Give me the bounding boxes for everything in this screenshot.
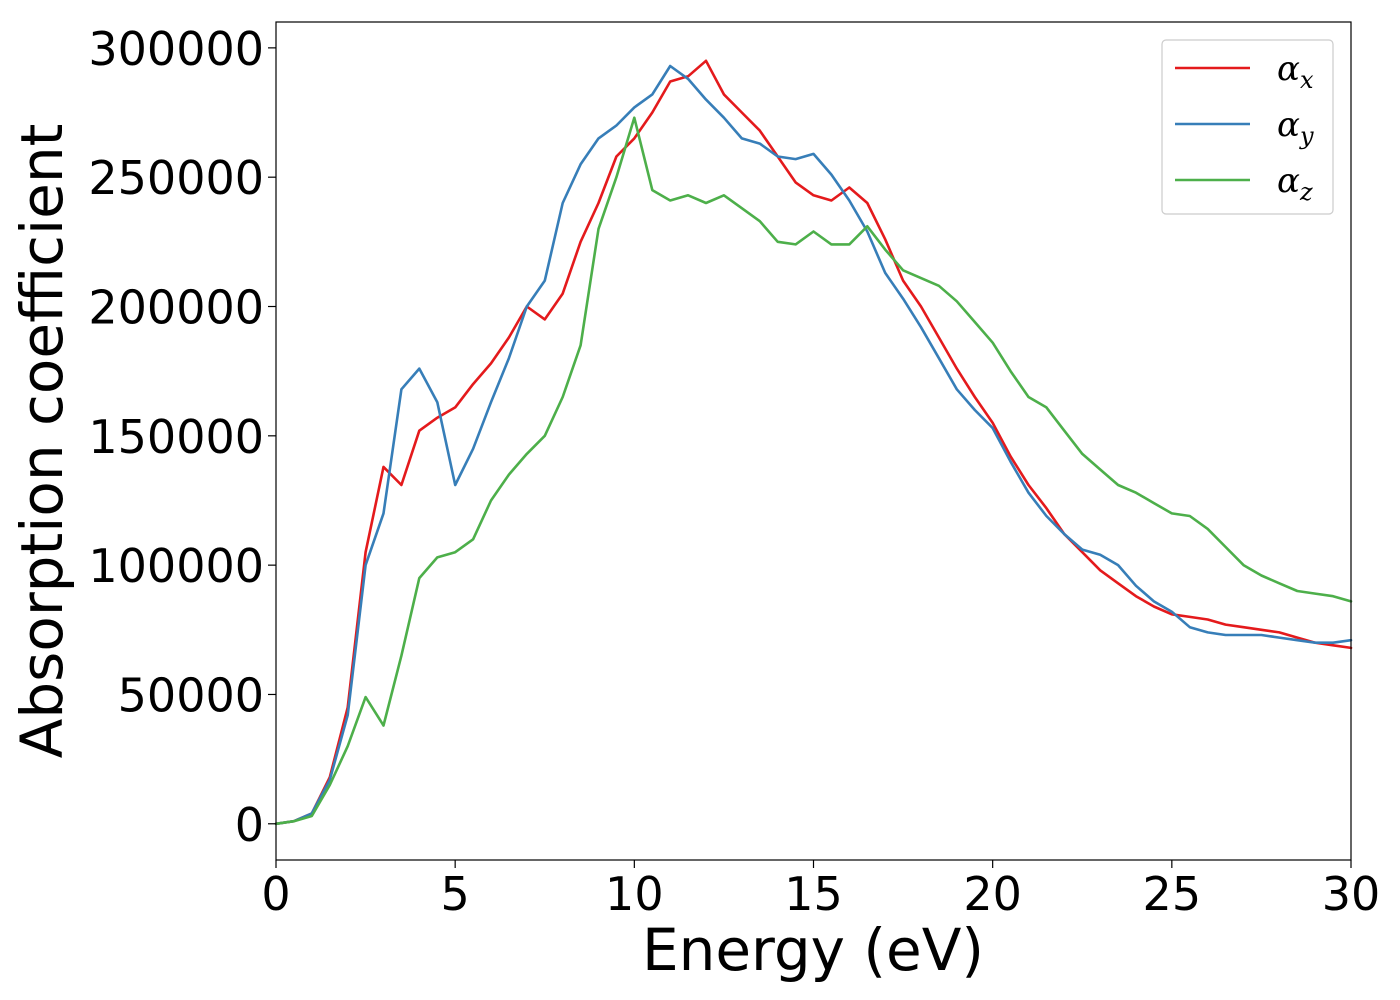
x-axis-title: Energy (eV) [642, 916, 984, 984]
series-line-z [274, 116, 1353, 826]
legend-symbol: α [1277, 49, 1300, 89]
legend-subscript: z [1299, 178, 1313, 206]
x-tick-label: 15 [784, 867, 843, 921]
y-tick-label: 200000 [88, 281, 264, 335]
y-tick-label: 300000 [88, 22, 264, 76]
x-tick-label: 20 [963, 867, 1022, 921]
legend-symbol: α [1277, 105, 1300, 145]
legend-symbol: α [1277, 161, 1300, 201]
legend-label-z: αz [1277, 161, 1313, 206]
legend-label-y: αy [1277, 105, 1314, 150]
legend-frame [1161, 39, 1334, 215]
y-axis-title: Absorption coefficient [8, 124, 76, 759]
x-axis: 0 5 10 15 20 25 30 [261, 860, 1380, 921]
y-axis: 0 50000 100000 150000 200000 250000 300000 [88, 22, 276, 852]
legend-label-x: αx [1277, 49, 1314, 94]
series-line-x [274, 59, 1353, 826]
y-tick-label: 50000 [118, 668, 264, 722]
x-tick-label: 0 [261, 867, 290, 921]
x-tick-label: 5 [441, 867, 470, 921]
x-tick-label: 10 [605, 867, 664, 921]
series-layer [274, 59, 1353, 826]
legend-subscript: y [1299, 122, 1314, 150]
series-line-y [274, 64, 1353, 826]
x-tick-label: 25 [1143, 867, 1202, 921]
y-tick-label: 0 [235, 798, 264, 852]
y-tick-label: 250000 [88, 151, 264, 205]
y-tick-label: 100000 [88, 539, 264, 593]
x-tick-label: 30 [1322, 867, 1381, 921]
y-tick-label: 150000 [88, 410, 264, 464]
legend-subscript: x [1300, 66, 1314, 94]
